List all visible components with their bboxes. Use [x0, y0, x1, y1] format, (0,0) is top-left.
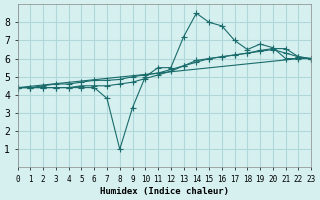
X-axis label: Humidex (Indice chaleur): Humidex (Indice chaleur)	[100, 187, 229, 196]
